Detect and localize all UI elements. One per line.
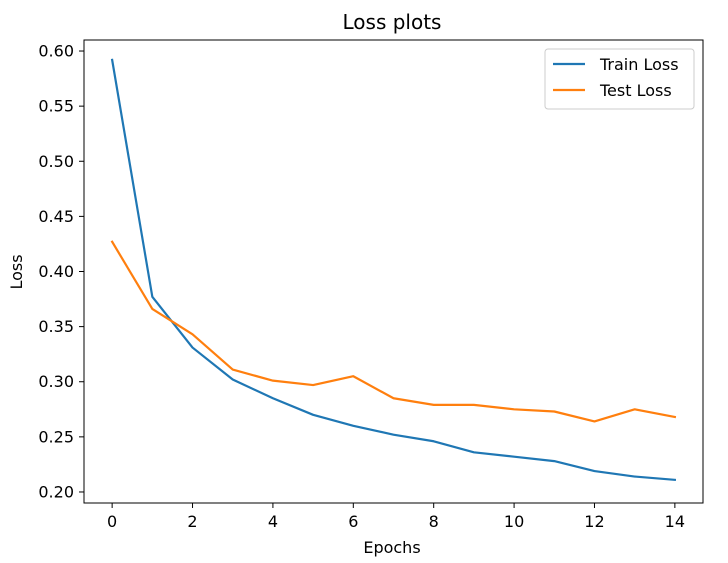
x-tick-label: 0 — [107, 512, 117, 531]
x-tick-label: 2 — [187, 512, 197, 531]
y-tick-label: 0.25 — [38, 427, 74, 446]
y-tick-label: 0.40 — [38, 262, 74, 281]
y-tick-label: 0.60 — [38, 42, 74, 61]
y-tick-label: 0.45 — [38, 207, 74, 226]
y-axis: 0.20 0.25 0.30 0.35 0.40 0.45 0.50 0.55 0.60 — [38, 42, 84, 501]
y-axis-label: Loss — [7, 254, 26, 289]
legend-label: Train Loss — [599, 55, 679, 74]
y-tick-label: 0.55 — [38, 97, 74, 116]
x-tick-label: 8 — [429, 512, 439, 531]
x-tick-label: 12 — [584, 512, 604, 531]
x-tick-label: 14 — [665, 512, 685, 531]
x-tick-label: 6 — [348, 512, 358, 531]
series-layer — [110, 58, 677, 482]
chart-title: Loss plots — [343, 10, 442, 34]
y-tick-label: 0.35 — [38, 317, 74, 336]
x-axis-label: Epochs — [363, 538, 420, 557]
x-tick-label: 4 — [268, 512, 278, 531]
x-tick-label: 10 — [504, 512, 524, 531]
x-axis: 0 2 4 6 8 10 12 14 — [107, 503, 685, 531]
legend-label: Test Loss — [599, 81, 672, 100]
legend: Train Loss Test Loss — [544, 48, 695, 110]
y-tick-label: 0.20 — [38, 482, 74, 501]
y-tick-label: 0.30 — [38, 372, 74, 391]
y-tick-label: 0.50 — [38, 152, 74, 171]
